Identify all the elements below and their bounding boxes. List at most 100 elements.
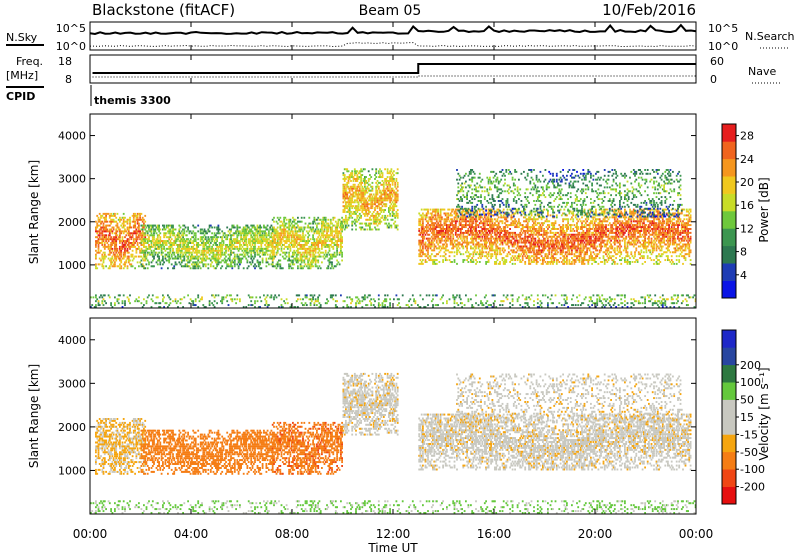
- power-cell: [369, 226, 371, 229]
- power-cell: [268, 263, 270, 266]
- power-cell: [182, 232, 184, 235]
- power-cell: [497, 228, 500, 230]
- power-cell: [108, 238, 111, 241]
- power-cell: [480, 239, 482, 242]
- power-cell: [389, 201, 391, 204]
- power-cell: [145, 247, 148, 250]
- power-cell: [466, 235, 468, 238]
- power-cell: [364, 168, 366, 171]
- power-cell: [143, 265, 145, 268]
- power-cell: [361, 174, 364, 177]
- power-cell: [168, 238, 171, 241]
- power-cell: [434, 255, 437, 258]
- power-cell: [309, 253, 312, 256]
- power-cell: [120, 218, 123, 221]
- power-cell: [274, 265, 277, 268]
- power-cell: [126, 220, 129, 223]
- power-cell: [183, 251, 186, 254]
- power-cell: [456, 218, 458, 221]
- power-cell: [499, 243, 501, 246]
- power-cell: [547, 255, 549, 258]
- power-cell: [169, 247, 172, 250]
- power-cell: [201, 257, 203, 260]
- power-cell: [225, 247, 227, 250]
- power-cell: [533, 231, 535, 234]
- power-cell: [250, 257, 253, 260]
- power-cell: [165, 253, 168, 256]
- power-cell: [98, 263, 101, 266]
- power-cell: [216, 251, 218, 254]
- power-cell: [100, 226, 102, 229]
- power-cell: [108, 220, 111, 223]
- power-cell: [167, 267, 169, 270]
- power-cell: [150, 234, 153, 237]
- power-cell: [111, 240, 114, 243]
- power-cell: [494, 231, 496, 234]
- power-cell: [380, 203, 383, 206]
- power-cell: [194, 240, 197, 243]
- power-cell: [514, 231, 516, 234]
- power-cell: [223, 236, 226, 239]
- power-cell: [379, 181, 381, 184]
- power-cell: [316, 226, 318, 229]
- power-cell: [454, 216, 457, 219]
- power-cell: [231, 244, 234, 246]
- power-cell: [499, 247, 501, 250]
- power-cell: [355, 172, 357, 175]
- power-cell: [289, 247, 292, 250]
- power-cell: [331, 265, 333, 268]
- power-cell: [167, 240, 169, 243]
- power-cell: [167, 259, 169, 262]
- power-cell: [144, 234, 147, 237]
- power-cell: [424, 253, 427, 256]
- power-cell: [221, 249, 224, 252]
- power-cell: [538, 231, 540, 234]
- power-cell: [131, 234, 134, 237]
- power-cell: [98, 220, 101, 223]
- power-cell: [549, 247, 552, 250]
- power-cell: [148, 244, 150, 246]
- power-cell: [150, 245, 153, 248]
- power-cell: [336, 249, 338, 252]
- power-cell: [169, 244, 172, 246]
- power-cell: [367, 180, 370, 182]
- power-cell: [377, 170, 380, 173]
- power-cell: [466, 259, 468, 262]
- power-cell: [127, 261, 130, 264]
- power-cell: [366, 205, 369, 208]
- power-cell: [371, 168, 374, 171]
- power-cell: [304, 234, 307, 237]
- power-cell: [475, 245, 477, 248]
- power-cell: [422, 249, 424, 252]
- power-cell: [231, 234, 234, 237]
- power-cell: [165, 240, 168, 243]
- power-cell: [499, 262, 501, 265]
- power-cell: [135, 236, 138, 239]
- power-cell: [158, 230, 160, 233]
- power-cell: [111, 214, 114, 217]
- power-cell: [199, 257, 202, 260]
- power-cell: [333, 242, 336, 244]
- power-cell: [183, 230, 186, 233]
- power-cell: [111, 247, 114, 250]
- power-cell: [96, 242, 99, 244]
- power-cell: [437, 253, 439, 256]
- power-cell: [326, 240, 328, 243]
- power-cell: [491, 230, 494, 232]
- power-cell: [134, 226, 136, 229]
- power-cell: [232, 240, 235, 243]
- power-cell: [193, 263, 196, 266]
- power-cell: [430, 253, 433, 256]
- power-cell: [477, 233, 480, 236]
- power-cell: [422, 241, 424, 244]
- power-cell: [179, 249, 182, 252]
- power-cell: [323, 257, 326, 260]
- power-cell: [288, 251, 290, 254]
- power-cell: [259, 251, 261, 254]
- power-cell: [504, 222, 506, 225]
- power-cell: [141, 238, 144, 241]
- power-cell: [235, 245, 237, 248]
- power-cell: [226, 263, 229, 266]
- power-cell: [98, 230, 101, 233]
- power-cell: [148, 236, 150, 239]
